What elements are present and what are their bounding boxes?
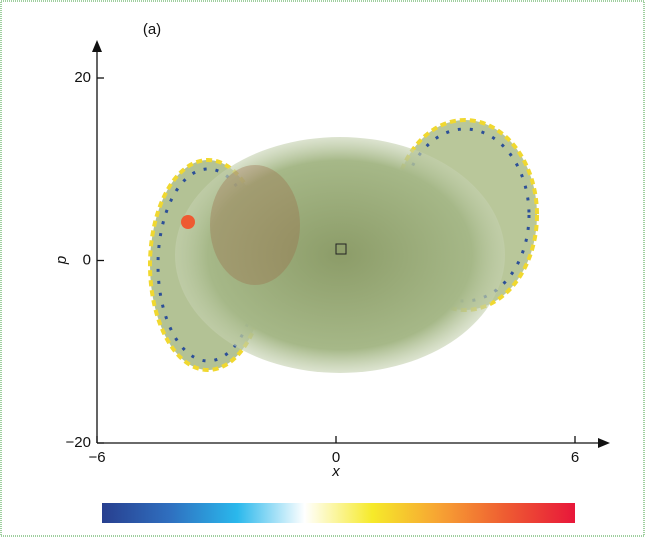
x-axis-label: x (331, 463, 340, 480)
y-axis-label: p (53, 256, 70, 265)
x-tick-label: 6 (571, 449, 579, 466)
y-tick-label: 20 (74, 69, 91, 86)
colorbar (102, 503, 575, 523)
x-arrow (598, 438, 610, 448)
dense-region (210, 165, 300, 285)
hot-spot (181, 215, 195, 229)
panel-label: (a) (143, 21, 161, 38)
x-tick-label: 0 (332, 449, 340, 466)
phase-space-density (148, 118, 539, 373)
core (175, 137, 505, 373)
marker-box (335, 243, 347, 255)
right-lobe-pattern (399, 127, 531, 303)
y-tick-label: −20 (66, 434, 91, 451)
x-tick-label: −6 (88, 449, 105, 466)
y-tick-label: 0 (83, 251, 91, 268)
y-arrow (92, 40, 102, 52)
